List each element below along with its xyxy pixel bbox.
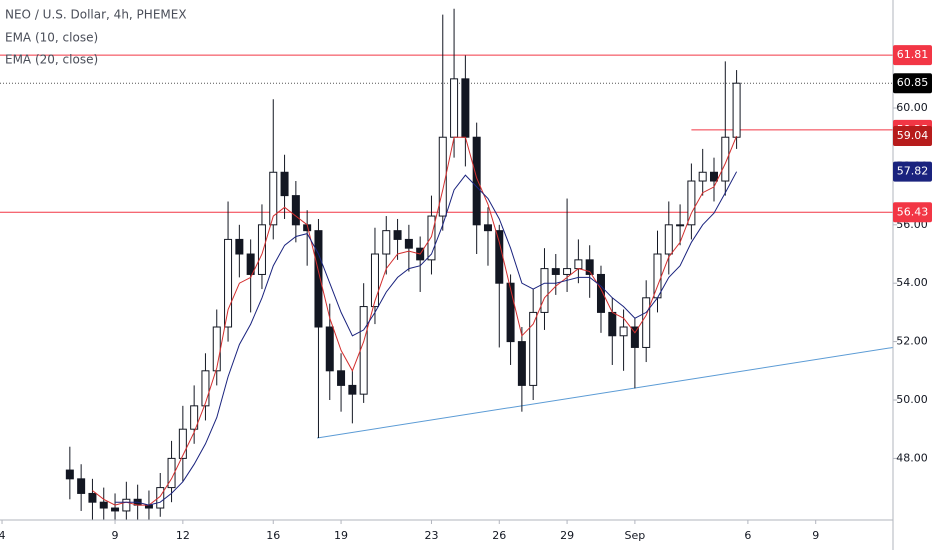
candle-body	[257, 224, 266, 275]
y-tick-label: 50.00	[896, 393, 928, 406]
y-tick-label: 48.00	[896, 451, 928, 464]
x-tick-label: 16	[266, 529, 280, 542]
candle-body	[393, 230, 402, 240]
candle-body	[190, 405, 199, 430]
candle-body	[551, 268, 560, 275]
candle-body	[99, 501, 108, 509]
candle-body	[687, 180, 696, 226]
candle-body	[246, 253, 255, 275]
candle-body	[88, 492, 97, 503]
candle-body	[65, 469, 74, 480]
candle-body	[337, 370, 346, 386]
price-tag	[893, 126, 932, 147]
candle-body	[178, 428, 187, 459]
candle-body	[348, 384, 357, 395]
price-tag	[893, 202, 932, 223]
candle-body	[721, 136, 730, 182]
price-tag	[893, 73, 932, 94]
price-tag-label: 57.82	[897, 165, 929, 178]
candle-body	[291, 195, 300, 226]
candle-body	[664, 224, 673, 255]
candle-body	[461, 78, 470, 138]
candle-body	[472, 136, 481, 226]
candle-body	[235, 238, 244, 255]
candle-body	[404, 238, 413, 249]
candle-body	[698, 171, 707, 182]
x-tick-label: 26	[492, 529, 506, 542]
candle-body	[642, 297, 651, 348]
chart-title: NEO / U.S. Dollar, 4h, PHEMEX	[5, 8, 187, 22]
x-tick-label: 12	[176, 529, 190, 542]
price-tag	[893, 45, 932, 66]
candle-body	[156, 487, 165, 509]
candle-body	[450, 78, 459, 138]
candle-body	[438, 136, 447, 217]
legend-entry: EMA (10, close)	[5, 31, 98, 45]
candle-body	[732, 82, 741, 138]
candle-body	[529, 311, 538, 386]
x-tick-label: 23	[424, 529, 438, 542]
candle-body	[167, 457, 176, 489]
ema-line	[92, 135, 738, 506]
price-tag	[893, 161, 932, 182]
candle-body	[212, 326, 221, 372]
price-tag-label: 60.85	[897, 76, 929, 89]
candle-body	[224, 238, 233, 328]
plot-area	[0, 8, 894, 520]
price-tag-label: 61.81	[897, 48, 929, 61]
x-tick-label: 4	[0, 529, 6, 542]
candle-body	[630, 326, 639, 348]
x-tick-label: 6	[744, 529, 751, 542]
candle-body	[314, 230, 323, 328]
x-tick-label: Sep	[625, 529, 646, 542]
candle-body	[563, 268, 572, 275]
candle-body	[506, 282, 515, 343]
candle-body	[370, 253, 379, 308]
y-tick-label: 54.00	[896, 276, 928, 289]
candle-body	[540, 268, 549, 313]
candle-body	[382, 230, 391, 255]
candle-body	[427, 215, 436, 261]
candle-body	[359, 306, 368, 395]
candle-body	[495, 230, 504, 284]
trendline	[317, 346, 894, 439]
x-tick-label: 19	[334, 529, 348, 542]
candle-body	[122, 498, 131, 512]
candle-body	[483, 224, 492, 232]
candle-body	[77, 478, 86, 494]
candle-body	[585, 259, 594, 275]
candle-body	[596, 273, 605, 313]
candle-body	[517, 341, 526, 386]
y-tick-label: 52.00	[896, 335, 928, 348]
ema-line	[115, 171, 738, 506]
legend-entry: EMA (20, close)	[5, 53, 98, 67]
candle-body	[269, 171, 278, 226]
candle-body	[676, 224, 685, 227]
x-tick-label: 9	[112, 529, 119, 542]
candle-body	[574, 259, 583, 270]
x-tick-label: 29	[560, 529, 574, 542]
candle-body	[201, 370, 210, 407]
candle-body	[709, 171, 718, 182]
candle-body	[280, 171, 289, 197]
candle-body	[619, 326, 628, 337]
price-tag-label: 56.43	[897, 205, 929, 218]
candle-body	[608, 311, 617, 337]
candle-body	[325, 326, 334, 372]
candle-body	[111, 507, 120, 512]
price-tag-label: 59.04	[897, 129, 929, 142]
y-tick-label: 60.00	[896, 101, 928, 114]
x-tick-label: 9	[812, 529, 819, 542]
